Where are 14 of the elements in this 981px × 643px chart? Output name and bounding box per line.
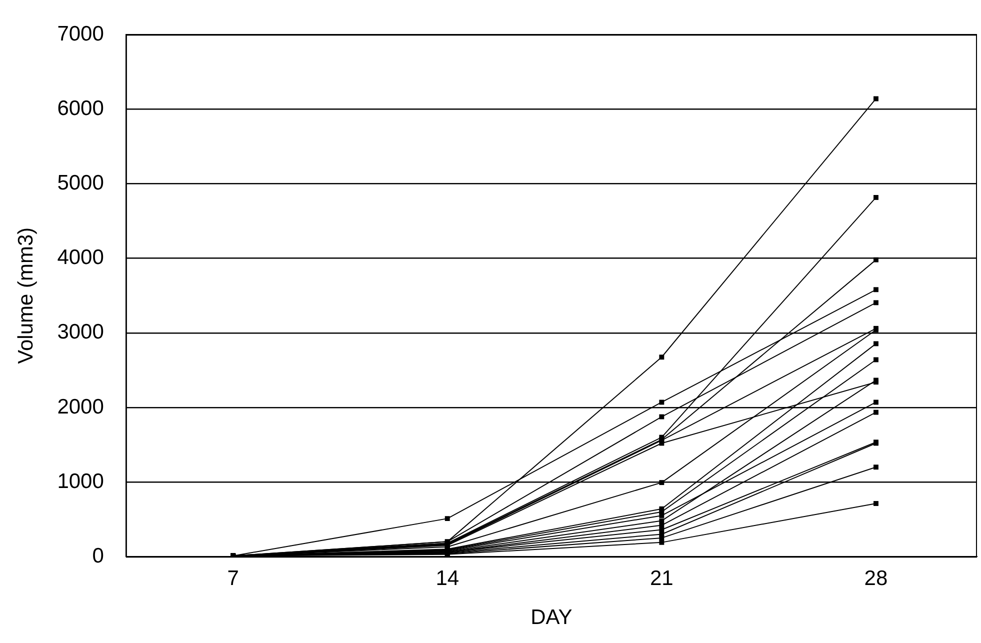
x-tick-label: 14 bbox=[436, 566, 460, 590]
y-tick-label: 2000 bbox=[57, 395, 104, 418]
y-tick-label: 5000 bbox=[57, 172, 104, 195]
y-tick-label: 0 bbox=[92, 544, 104, 568]
y-tick-label: 1000 bbox=[57, 470, 104, 493]
y-tick-label: 7000 bbox=[57, 22, 104, 46]
y-axis-title: Volume (mm3) bbox=[14, 227, 38, 364]
y-tick-label: 6000 bbox=[57, 96, 104, 120]
y-tick-label: 3000 bbox=[57, 320, 104, 344]
x-axis-title: DAY bbox=[530, 606, 572, 630]
x-tick-label: 28 bbox=[864, 566, 888, 590]
y-tick-label: 4000 bbox=[57, 246, 104, 270]
x-tick-label: 21 bbox=[650, 566, 674, 590]
x-tick-label: 7 bbox=[227, 566, 239, 590]
